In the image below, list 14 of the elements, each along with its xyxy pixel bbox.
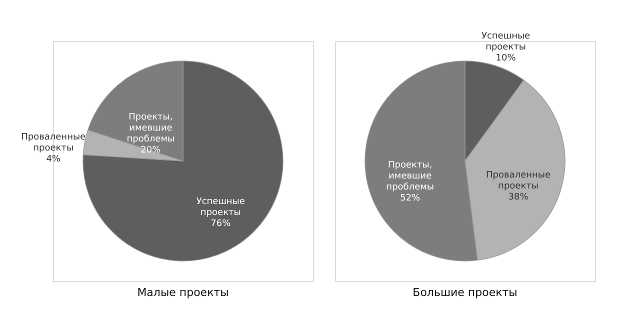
text: Большие проекты (412, 286, 518, 299)
slice-label: Проваленные проекты (486, 170, 551, 192)
slice-label: Проваленные проекты (21, 132, 86, 154)
data-label: 76% (210, 219, 232, 230)
data-label: 20% (140, 146, 162, 156)
text: Малые проекты (137, 286, 229, 299)
slice-label: Проекты, имевшие проблемы (126, 112, 175, 145)
data-label: 4% (46, 154, 61, 164)
slice-label: Успешные проекты (481, 31, 531, 52)
slice-label: Успешные проекты (196, 197, 246, 218)
data-label: 38% (508, 192, 529, 203)
slice-label: Проекты, имевшие проблемы (386, 160, 434, 192)
data-label: 10% (496, 53, 516, 64)
data-label: 52% (400, 193, 421, 204)
